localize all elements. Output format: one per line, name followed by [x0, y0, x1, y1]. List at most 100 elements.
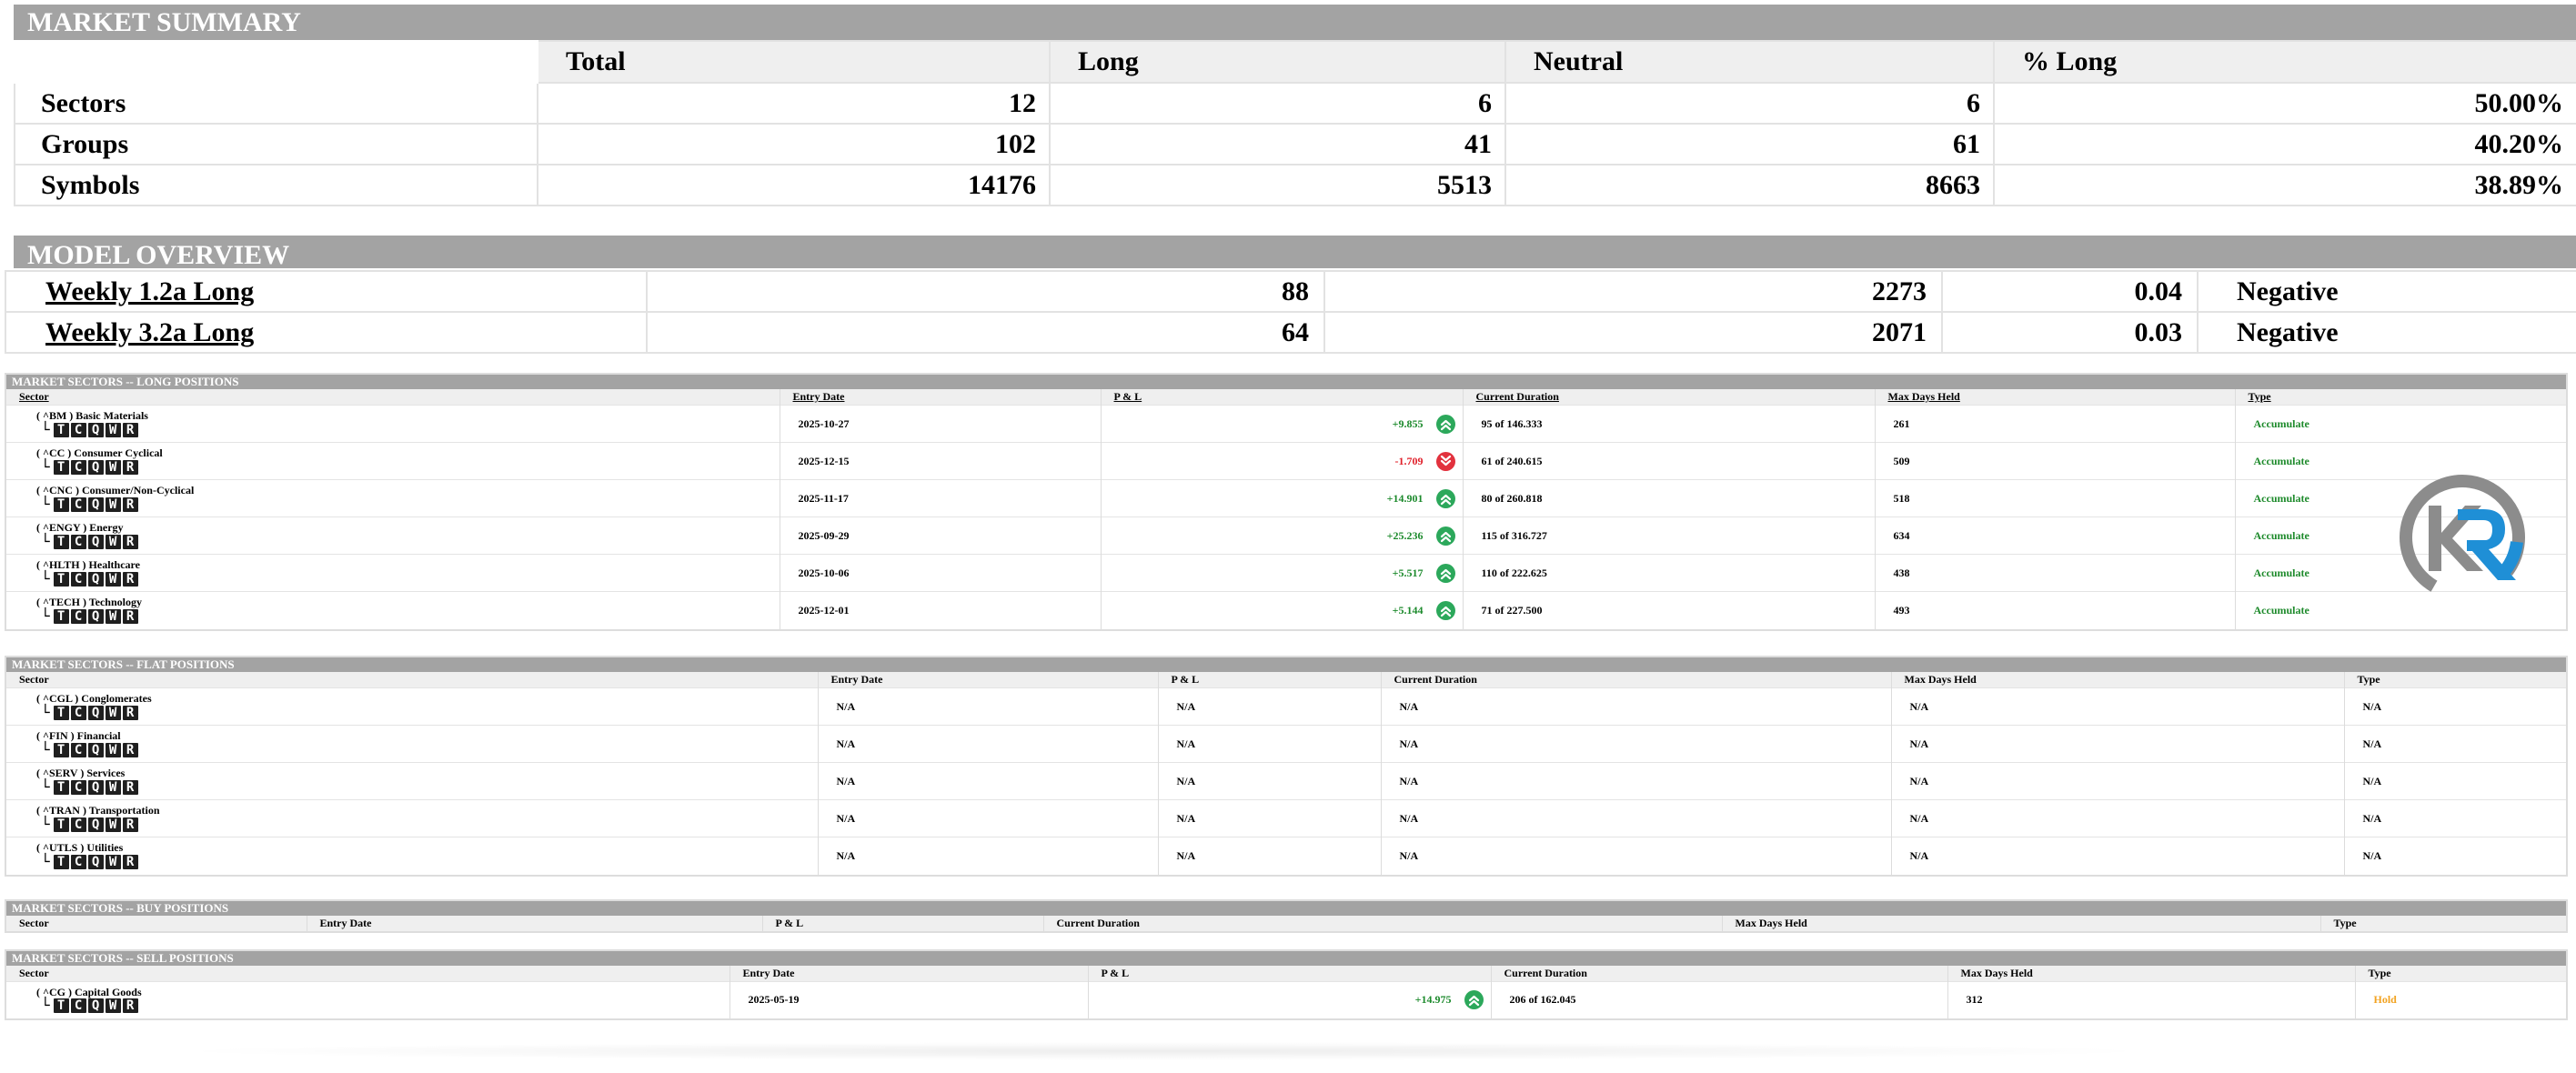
badge-w[interactable]: W — [105, 571, 121, 587]
model-link[interactable]: Weekly 3.2a Long — [5, 311, 648, 354]
col-max-days-held[interactable]: Max Days Held — [1722, 916, 2321, 931]
badge-w[interactable]: W — [105, 817, 121, 832]
badge-t[interactable]: T — [53, 854, 69, 869]
badge-q[interactable]: Q — [87, 779, 104, 795]
badge-c[interactable]: C — [70, 854, 86, 869]
badge-c[interactable]: C — [70, 459, 86, 475]
badge-t[interactable]: T — [53, 779, 69, 795]
badge-q[interactable]: Q — [87, 608, 104, 624]
col-pl[interactable]: P & L — [1158, 672, 1382, 688]
col-entry-date[interactable]: Entry Date — [307, 916, 763, 931]
badge-c[interactable]: C — [70, 534, 86, 549]
col-current-duration[interactable]: Current Duration — [1491, 966, 1948, 982]
badge-r[interactable]: R — [122, 534, 138, 549]
badge-t[interactable]: T — [53, 817, 69, 832]
col-entry-date[interactable]: Entry Date — [818, 672, 1159, 688]
col-sector[interactable]: Sector — [6, 672, 819, 688]
model-link[interactable]: Weekly 1.2a Long — [5, 270, 648, 313]
sector-name[interactable]: ( ^CC ) Consumer Cyclical — [36, 446, 163, 459]
badge-t[interactable]: T — [53, 705, 69, 720]
badge-w[interactable]: W — [105, 534, 121, 549]
sector-name[interactable]: ( ^CNC ) Consumer/Non-Cyclical — [36, 484, 195, 496]
sector-name[interactable]: ( ^FIN ) Financial — [36, 729, 121, 742]
sector-name[interactable]: ( ^TECH ) Technology — [36, 596, 142, 609]
badge-t[interactable]: T — [53, 459, 69, 475]
col-max-days-held[interactable]: Max Days Held — [1875, 389, 2236, 406]
badge-w[interactable]: W — [105, 459, 121, 475]
sector-name[interactable]: ( ^ENGY ) Energy — [36, 521, 124, 534]
badge-t[interactable]: T — [53, 422, 69, 437]
badge-w[interactable]: W — [105, 742, 121, 757]
sector-name[interactable]: ( ^TRAN ) Transportation — [36, 804, 160, 817]
badge-t[interactable]: T — [53, 571, 69, 587]
badge-q[interactable]: Q — [87, 571, 104, 587]
badge-q[interactable]: Q — [87, 534, 104, 549]
badge-r[interactable]: R — [122, 854, 138, 869]
badge-w[interactable]: W — [105, 496, 121, 512]
col-entry-date[interactable]: Entry Date — [730, 966, 1089, 982]
col-pl[interactable]: P & L — [1088, 966, 1492, 982]
sector-name[interactable]: ( ^UTLS ) Utilities — [36, 841, 124, 855]
badge-t[interactable]: T — [53, 534, 69, 549]
sector-name[interactable]: ( ^CG ) Capital Goods — [36, 985, 142, 998]
col-pl[interactable]: P & L — [762, 916, 1044, 931]
badge-t[interactable]: T — [53, 998, 69, 1014]
badge-c[interactable]: C — [70, 817, 86, 832]
badge-c[interactable]: C — [70, 422, 86, 437]
badge-q[interactable]: Q — [87, 854, 104, 869]
sector-name[interactable]: ( ^HLTH ) Healthcare — [36, 558, 140, 571]
badge-r[interactable]: R — [122, 817, 138, 832]
badge-q[interactable]: Q — [87, 817, 104, 832]
sector-name[interactable]: ( ^BM ) Basic Materials — [36, 409, 148, 422]
badge-t[interactable]: T — [53, 496, 69, 512]
badge-r[interactable]: R — [122, 779, 138, 795]
badge-c[interactable]: C — [70, 496, 86, 512]
badge-q[interactable]: Q — [87, 459, 104, 475]
badge-r[interactable]: R — [122, 571, 138, 587]
badge-w[interactable]: W — [105, 998, 121, 1014]
row-label: Groups — [14, 123, 538, 165]
col-max-days-held[interactable]: Max Days Held — [1947, 966, 2356, 982]
badge-c[interactable]: C — [70, 571, 86, 587]
badge-w[interactable]: W — [105, 705, 121, 720]
col-type[interactable]: Type — [2355, 966, 2567, 982]
badge-t[interactable]: T — [53, 608, 69, 624]
col-type[interactable]: Type — [2344, 672, 2567, 688]
badge-r[interactable]: R — [122, 705, 138, 720]
col-entry-date[interactable]: Entry Date — [780, 389, 1102, 406]
badge-q[interactable]: Q — [87, 998, 104, 1014]
badge-c[interactable]: C — [70, 779, 86, 795]
badge-q[interactable]: Q — [87, 705, 104, 720]
badge-r[interactable]: R — [122, 422, 138, 437]
col-sector[interactable]: Sector — [6, 966, 730, 982]
badge-r[interactable]: R — [122, 496, 138, 512]
badge-w[interactable]: W — [105, 422, 121, 437]
col-current-duration[interactable]: Current Duration — [1043, 916, 1723, 931]
badge-t[interactable]: T — [53, 742, 69, 757]
badge-c[interactable]: C — [70, 998, 86, 1014]
col-current-duration[interactable]: Current Duration — [1381, 672, 1892, 688]
sector-name[interactable]: ( ^CGL ) Conglomerates — [36, 692, 152, 705]
badge-q[interactable]: Q — [87, 496, 104, 512]
badge-r[interactable]: R — [122, 742, 138, 757]
col-type[interactable]: Type — [2235, 389, 2567, 406]
badge-q[interactable]: Q — [87, 742, 104, 757]
badge-q[interactable]: Q — [87, 422, 104, 437]
tree-connector-icon: └ — [41, 607, 50, 625]
badge-w[interactable]: W — [105, 779, 121, 795]
badge-w[interactable]: W — [105, 608, 121, 624]
col-current-duration[interactable]: Current Duration — [1463, 389, 1876, 406]
col-type[interactable]: Type — [2320, 916, 2567, 931]
col-sector[interactable]: Sector — [6, 916, 307, 931]
badge-w[interactable]: W — [105, 854, 121, 869]
badge-c[interactable]: C — [70, 705, 86, 720]
sector-name[interactable]: ( ^SERV ) Services — [36, 767, 126, 779]
col-sector[interactable]: Sector — [6, 389, 780, 406]
badge-c[interactable]: C — [70, 742, 86, 757]
badge-r[interactable]: R — [122, 608, 138, 624]
badge-r[interactable]: R — [122, 459, 138, 475]
badge-c[interactable]: C — [70, 608, 86, 624]
col-max-days-held[interactable]: Max Days Held — [1891, 672, 2345, 688]
badge-r[interactable]: R — [122, 998, 138, 1014]
col-pl[interactable]: P & L — [1101, 389, 1464, 406]
